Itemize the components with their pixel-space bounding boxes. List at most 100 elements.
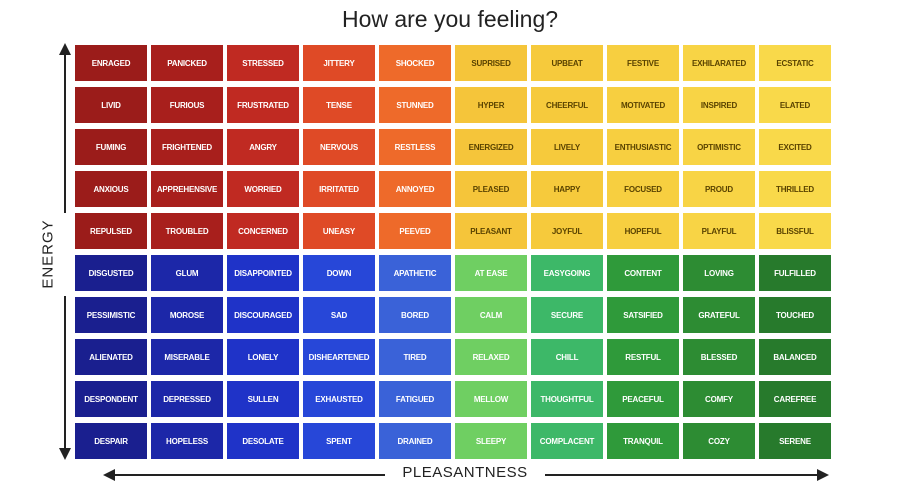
emotion-cell-peaceful: PEACEFUL <box>607 381 679 417</box>
emotion-cell-joyful: JOYFUL <box>531 213 603 249</box>
emotion-cell-secure: SECURE <box>531 297 603 333</box>
emotion-cell-spent: SPENT <box>303 423 375 459</box>
emotion-cell-carefree: CAREFREE <box>759 381 831 417</box>
emotion-cell-furious: FURIOUS <box>151 87 223 123</box>
emotion-cell-touched: TOUCHED <box>759 297 831 333</box>
emotion-cell-cozy: COZY <box>683 423 755 459</box>
emotion-cell-stressed: STRESSED <box>227 45 299 81</box>
emotion-cell-disappointed: DISAPPOINTED <box>227 255 299 291</box>
emotion-cell-sleepy: SLEEPY <box>455 423 527 459</box>
emotion-cell-inspired: INSPIRED <box>683 87 755 123</box>
emotion-cell-complacent: COMPLACENT <box>531 423 603 459</box>
emotion-cell-mellow: MELLOW <box>455 381 527 417</box>
emotion-cell-cheerful: CHEERFUL <box>531 87 603 123</box>
emotion-cell-playful: PLAYFUL <box>683 213 755 249</box>
emotion-cell-fulfilled: FULFILLED <box>759 255 831 291</box>
emotion-cell-festive: FESTIVE <box>607 45 679 81</box>
emotion-cell-depressed: DEPRESSED <box>151 381 223 417</box>
emotion-cell-bored: BORED <box>379 297 451 333</box>
emotion-cell-tense: TENSE <box>303 87 375 123</box>
emotion-cell-enraged: ENRAGED <box>75 45 147 81</box>
emotion-cell-nervous: NERVOUS <box>303 129 375 165</box>
page-title: How are you feeling? <box>341 6 559 32</box>
emotion-cell-tired: TIRED <box>379 339 451 375</box>
emotion-cell-repulsed: REPULSED <box>75 213 147 249</box>
emotion-cell-fatigued: FATIGUED <box>379 381 451 417</box>
energy-down-arrow-icon <box>59 296 71 460</box>
emotion-cell-uneasy: UNEASY <box>303 213 375 249</box>
emotion-cell-calm: CALM <box>455 297 527 333</box>
emotion-cell-blessed: BLESSED <box>683 339 755 375</box>
emotion-cell-fuming: FUMING <box>75 129 147 165</box>
emotion-cell-relaxed: RELAXED <box>455 339 527 375</box>
emotion-cell-ecstatic: ECSTATIC <box>759 45 831 81</box>
emotion-cell-excited: EXCITED <box>759 129 831 165</box>
emotion-cell-exhilarated: EXHILARATED <box>683 45 755 81</box>
emotion-cell-optimistic: OPTIMISTIC <box>683 129 755 165</box>
pleasantness-right-arrow-icon <box>545 469 829 481</box>
emotion-cell-despair: DESPAIR <box>75 423 147 459</box>
emotion-cell-thrilled: THRILLED <box>759 171 831 207</box>
emotion-cell-anxious: ANXIOUS <box>75 171 147 207</box>
emotion-cell-chill: CHILL <box>531 339 603 375</box>
emotion-cell-upbeat: UPBEAT <box>531 45 603 81</box>
emotion-cell-hopeful: HOPEFUL <box>607 213 679 249</box>
emotion-cell-happy: HAPPY <box>531 171 603 207</box>
emotion-cell-at-ease: AT EASE <box>455 255 527 291</box>
emotion-cell-exhausted: EXHAUSTED <box>303 381 375 417</box>
x-axis-label: PLEASANTNESS <box>402 464 528 481</box>
emotion-cell-lonely: LONELY <box>227 339 299 375</box>
emotion-cell-pleasant: PLEASANT <box>455 213 527 249</box>
emotion-cell-enthusiastic: ENTHUSIASTIC <box>607 129 679 165</box>
emotion-cell-elated: ELATED <box>759 87 831 123</box>
emotion-cell-pleased: PLEASED <box>455 171 527 207</box>
emotion-cell-satsified: SATSIFIED <box>607 297 679 333</box>
emotion-cell-irritated: IRRITATED <box>303 171 375 207</box>
emotion-cell-peeved: PEEVED <box>379 213 451 249</box>
emotion-cell-despondent: DESPONDENT <box>75 381 147 417</box>
emotion-cell-troubled: TROUBLED <box>151 213 223 249</box>
emotion-cell-apathetic: APATHETIC <box>379 255 451 291</box>
emotion-cell-balanced: BALANCED <box>759 339 831 375</box>
emotion-cell-thoughtful: THOUGHTFUL <box>531 381 603 417</box>
emotion-cell-concerned: CONCERNED <box>227 213 299 249</box>
emotion-cell-serene: SERENE <box>759 423 831 459</box>
emotion-cell-easygoing: EASYGOING <box>531 255 603 291</box>
emotion-cell-sullen: SULLEN <box>227 381 299 417</box>
emotion-cell-panicked: PANICKED <box>151 45 223 81</box>
emotion-cell-morose: MOROSE <box>151 297 223 333</box>
emotion-cell-disheartened: DISHEARTENED <box>303 339 375 375</box>
emotion-cell-hyper: HYPER <box>455 87 527 123</box>
emotion-cell-livid: LIVID <box>75 87 147 123</box>
emotion-cell-apprehensive: APPREHENSIVE <box>151 171 223 207</box>
emotion-cell-shocked: SHOCKED <box>379 45 451 81</box>
emotion-cell-blissful: BLISSFUL <box>759 213 831 249</box>
y-axis-label: ENERGY <box>39 219 57 289</box>
emotion-cell-frustrated: FRUSTRATED <box>227 87 299 123</box>
emotion-cell-down: DOWN <box>303 255 375 291</box>
emotion-cell-desolate: DESOLATE <box>227 423 299 459</box>
emotion-cell-stunned: STUNNED <box>379 87 451 123</box>
emotion-cell-restful: RESTFUL <box>607 339 679 375</box>
mood-meter-grid: ENRAGED PANICKED STRESSED JITTERY SHOCKED SUP… <box>75 45 843 459</box>
emotion-cell-frightened: FRIGHTENED <box>151 129 223 165</box>
emotion-cell-pessimistic: PESSIMISTIC <box>75 297 147 333</box>
emotion-cell-grateful: GRATEFUL <box>683 297 755 333</box>
emotion-cell-discouraged: DISCOURAGED <box>227 297 299 333</box>
emotion-cell-proud: PROUD <box>683 171 755 207</box>
emotion-cell-loving: LOVING <box>683 255 755 291</box>
emotion-cell-sad: SAD <box>303 297 375 333</box>
emotion-cell-miserable: MISERABLE <box>151 339 223 375</box>
emotion-cell-annoyed: ANNOYED <box>379 171 451 207</box>
emotion-cell-angry: ANGRY <box>227 129 299 165</box>
energy-up-arrow-icon <box>59 43 71 213</box>
emotion-cell-focused: FOCUSED <box>607 171 679 207</box>
emotion-cell-content: CONTENT <box>607 255 679 291</box>
emotion-cell-restless: RESTLESS <box>379 129 451 165</box>
emotion-cell-worried: WORRIED <box>227 171 299 207</box>
emotion-cell-glum: GLUM <box>151 255 223 291</box>
emotion-cell-suprised: SUPRISED <box>455 45 527 81</box>
emotion-cell-drained: DRAINED <box>379 423 451 459</box>
emotion-cell-lively: LIVELY <box>531 129 603 165</box>
emotion-cell-comfy: COMFY <box>683 381 755 417</box>
